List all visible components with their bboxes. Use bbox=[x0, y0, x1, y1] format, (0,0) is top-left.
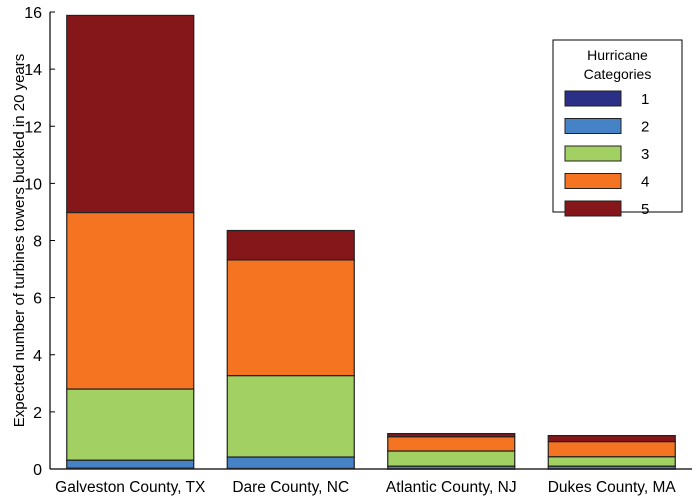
bar-segment-cat2 bbox=[66, 459, 195, 469]
y-tick-label: 10 bbox=[24, 176, 42, 193]
y-tick-label: 6 bbox=[33, 291, 42, 308]
y-tick-label: 8 bbox=[33, 234, 42, 251]
y-tick-label: 16 bbox=[24, 5, 42, 22]
bar-segment-cat3 bbox=[547, 456, 676, 467]
bar-segment-cat4 bbox=[547, 440, 676, 458]
legend-title: Categories bbox=[584, 66, 652, 82]
legend-label: 1 bbox=[641, 91, 649, 108]
bar-segment-cat3 bbox=[226, 375, 355, 458]
x-tick-label: Dukes County, MA bbox=[548, 479, 677, 496]
bar-segment-cat3 bbox=[66, 388, 195, 461]
bar-segment-cat4 bbox=[226, 259, 355, 377]
bar-segment-cat5 bbox=[387, 432, 516, 438]
y-tick-label: 2 bbox=[33, 405, 42, 422]
legend-label: 4 bbox=[641, 174, 649, 191]
legend-swatch-cat2 bbox=[564, 118, 622, 134]
legend-label: 5 bbox=[641, 201, 649, 218]
legend-swatch-cat3 bbox=[564, 145, 622, 162]
legend-label: 2 bbox=[641, 119, 649, 136]
bar-segment-cat3 bbox=[387, 450, 516, 467]
x-tick-label: Dare County, NC bbox=[232, 479, 349, 496]
y-axis-label: Expected number of turbines towers buckl… bbox=[11, 54, 28, 428]
bar-segment-cat5 bbox=[547, 434, 676, 443]
y-tick-label: 4 bbox=[33, 348, 42, 365]
legend-swatch-cat4 bbox=[564, 173, 622, 189]
y-tick-label: 14 bbox=[24, 62, 42, 79]
legend-label: 3 bbox=[641, 146, 649, 163]
x-tick-label: Galveston County, TX bbox=[55, 479, 206, 496]
bar-segment-cat4 bbox=[387, 436, 516, 452]
legend-swatch-cat5 bbox=[564, 200, 622, 217]
legend-swatch-cat1 bbox=[564, 90, 622, 107]
y-tick-label: 12 bbox=[24, 119, 42, 136]
bar-segment-cat5 bbox=[226, 229, 355, 261]
x-tick-label: Atlantic County, NJ bbox=[386, 479, 517, 496]
bar-segment-cat2 bbox=[226, 456, 355, 470]
bar-segment-cat5 bbox=[66, 14, 195, 214]
legend-title: Hurricane bbox=[587, 47, 648, 63]
y-tick-label: 0 bbox=[33, 462, 42, 479]
bar-segment-cat4 bbox=[66, 211, 195, 390]
